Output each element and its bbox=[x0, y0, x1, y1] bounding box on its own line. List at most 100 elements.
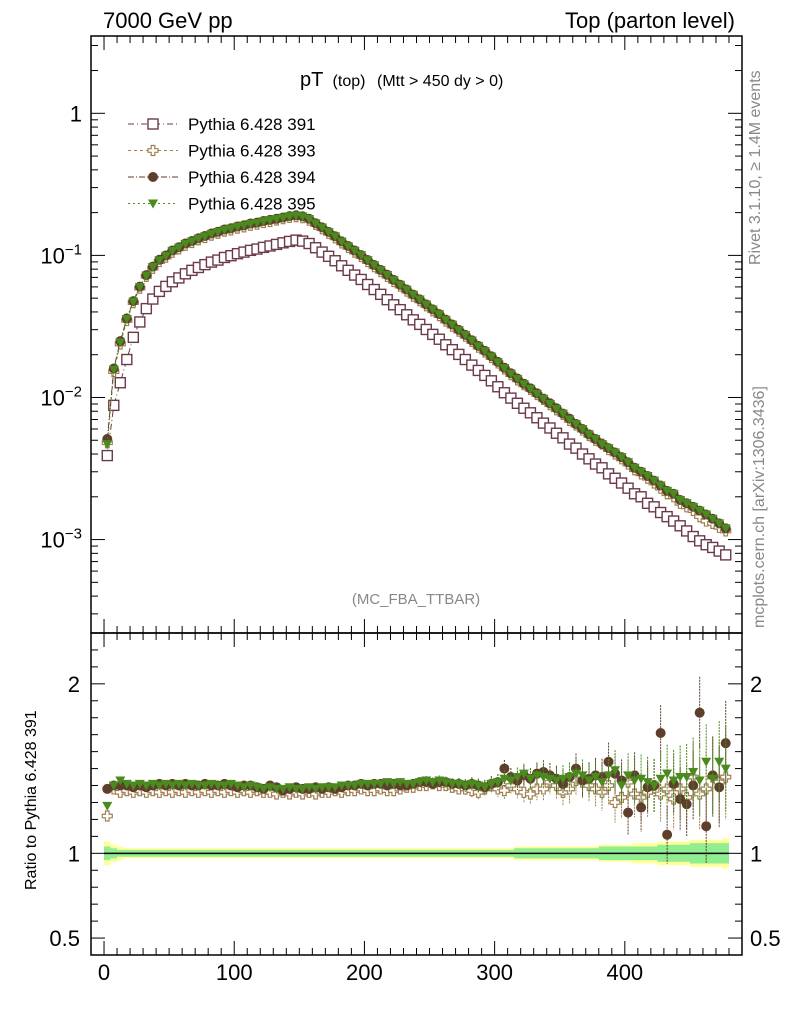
legend-entry-4-marker bbox=[148, 199, 158, 209]
series-1-point bbox=[557, 432, 569, 444]
series-4-point bbox=[531, 389, 542, 399]
series-4-ratio-point bbox=[505, 776, 516, 786]
series-4-ratio-point bbox=[141, 781, 152, 791]
series-4-point bbox=[193, 234, 204, 244]
series-3-ratio-point bbox=[499, 763, 510, 774]
series-3-ratio-point bbox=[655, 727, 666, 738]
main-y-tick-label-base: 10 bbox=[40, 528, 64, 553]
plot-title: pT (top) (Mtt > 450 dy > 0) bbox=[300, 69, 503, 91]
series-4-point bbox=[505, 369, 516, 379]
series-4-ratio-point bbox=[317, 783, 328, 793]
series-4-point bbox=[238, 221, 249, 231]
series-1-point bbox=[648, 501, 660, 513]
series-4-ratio-point bbox=[102, 801, 113, 811]
series-4-point bbox=[655, 481, 666, 491]
series-4-ratio-point bbox=[427, 778, 438, 788]
series-3-ratio-point bbox=[636, 802, 647, 813]
series-4-point bbox=[323, 228, 334, 238]
series-4-ratio-point bbox=[343, 781, 354, 791]
series-3-ratio-point bbox=[623, 807, 634, 818]
series-4-point bbox=[649, 476, 660, 486]
series-4-ratio-point bbox=[460, 781, 471, 791]
series-4-ratio-point bbox=[681, 773, 692, 783]
series-4-point bbox=[492, 358, 503, 368]
ratio-x-tick-label: 300 bbox=[476, 960, 513, 985]
series-4-point bbox=[623, 458, 634, 468]
main-y-axis: 110−110−210−3 bbox=[40, 45, 742, 615]
series-4-ratio-point bbox=[271, 784, 282, 794]
series-4-ratio-point bbox=[720, 764, 731, 774]
series-4-ratio-point bbox=[323, 783, 334, 793]
legend-entry-4-label: Pythia 6.428 395 bbox=[188, 195, 316, 214]
series-4-point bbox=[395, 280, 406, 290]
series-4-ratio-point bbox=[479, 783, 490, 793]
series-1-point bbox=[635, 491, 647, 503]
series-4-point bbox=[460, 331, 471, 341]
series-4-ratio-point bbox=[356, 779, 367, 789]
series-4-ratio-point bbox=[694, 776, 705, 786]
series-4-point bbox=[701, 510, 712, 520]
series-3-ratio-point bbox=[701, 821, 712, 832]
main-data-layer bbox=[101, 210, 732, 561]
ratio-y-axis: 0.5 0.5 1 1 2 2 bbox=[49, 649, 781, 951]
series-4-ratio-point bbox=[577, 771, 588, 781]
series-4-point bbox=[102, 440, 113, 450]
ratio-y-tick-label: 0.5 bbox=[49, 926, 80, 951]
series-4-ratio-point bbox=[610, 766, 621, 776]
series-4-point bbox=[675, 495, 686, 505]
series-4-point bbox=[108, 365, 119, 375]
series-4-point bbox=[180, 239, 191, 249]
series-4-ratio-point bbox=[629, 776, 640, 786]
series-4-ratio-point bbox=[219, 781, 230, 791]
series-2-ratio-point bbox=[518, 786, 530, 798]
series-1-point bbox=[492, 381, 504, 393]
series-3-ratio-point bbox=[662, 829, 673, 840]
series-4-point bbox=[557, 409, 568, 419]
series-4-ratio-point bbox=[597, 778, 608, 788]
series-4-ratio-point bbox=[603, 771, 614, 781]
series-4-point bbox=[297, 212, 308, 222]
series-4-point bbox=[317, 223, 328, 233]
series-3-ratio-point bbox=[603, 756, 614, 767]
series-4-point bbox=[427, 305, 438, 315]
series-4-point bbox=[167, 246, 178, 256]
series-1-point bbox=[101, 449, 113, 462]
series-4-point bbox=[382, 270, 393, 280]
main-x-axis bbox=[103, 36, 730, 633]
series-4-point bbox=[466, 336, 477, 346]
ratio-x-tick-label: 400 bbox=[606, 960, 643, 985]
series-4-point bbox=[570, 420, 581, 430]
legend-entry-1-marker bbox=[147, 118, 159, 130]
series-4-point bbox=[597, 440, 608, 450]
analysis-tag: (MC_FBA_TTBAR) bbox=[352, 591, 480, 608]
series-1-point bbox=[596, 462, 608, 474]
series-4-ratio-point bbox=[636, 774, 647, 784]
series-4-ratio-point bbox=[447, 779, 458, 789]
ratio-y-tick-label-right: 1 bbox=[750, 841, 762, 866]
mcplots-reference-label: mcplots.cern.ch [arXiv:1306.3436] bbox=[751, 386, 768, 628]
series-2-ratio-point bbox=[524, 788, 537, 800]
series-4-point bbox=[304, 214, 315, 224]
series-4-ratio-point bbox=[414, 778, 425, 788]
series-4-ratio-point bbox=[590, 773, 601, 783]
series-4-ratio-point bbox=[675, 773, 686, 783]
series-4-point bbox=[128, 297, 139, 307]
series-4-ratio-point bbox=[714, 757, 725, 767]
series-4-point bbox=[225, 224, 236, 234]
series-2-ratio-point bbox=[661, 783, 673, 795]
series-4-point bbox=[610, 448, 621, 458]
series-4-point bbox=[336, 237, 347, 247]
series-4-ratio-point bbox=[108, 781, 119, 791]
ratio-x-tick-label: 0 bbox=[98, 960, 110, 985]
series-4-point bbox=[662, 486, 673, 496]
ratio-plot-panel: 0.5 0.5 1 1 2 2 0 100 200 300 400 Ratio to Pythia… bbox=[23, 632, 781, 985]
series-4-point bbox=[388, 276, 399, 286]
ratio-x-tick-label: 200 bbox=[346, 960, 383, 985]
series-4-point bbox=[278, 213, 289, 223]
series-4-ratio-point bbox=[584, 776, 595, 786]
series-4-point bbox=[642, 472, 653, 482]
series-4-ratio-point bbox=[180, 781, 191, 791]
series-4-point bbox=[141, 271, 152, 281]
series-4-ratio-point bbox=[336, 781, 347, 791]
